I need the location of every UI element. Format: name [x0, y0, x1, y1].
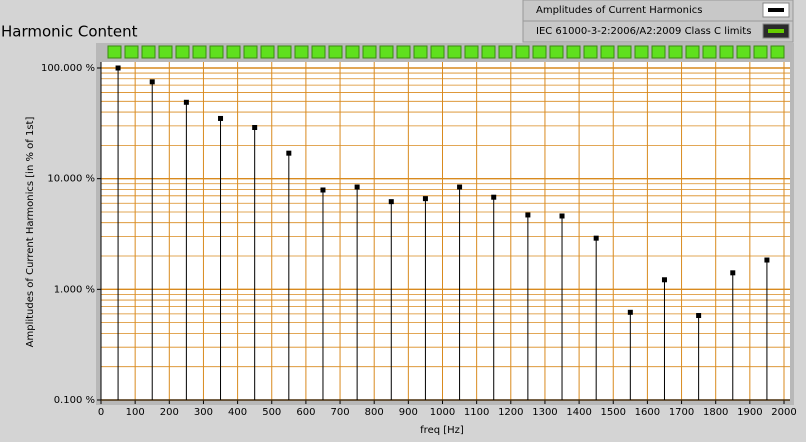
indicator: [770, 45, 785, 59]
y-tick-label: 100.000 %: [41, 63, 95, 74]
marker: [559, 213, 565, 219]
indicator: [532, 45, 547, 59]
x-tick-label: 1400: [566, 407, 591, 418]
x-tick-label: 1300: [532, 407, 557, 418]
indicator: [396, 45, 411, 59]
x-tick-label: 1600: [635, 407, 660, 418]
indicator: [617, 45, 632, 59]
indicator: [260, 45, 275, 59]
chart-title: Harmonic Content: [1, 23, 138, 41]
marker: [218, 115, 224, 121]
marker: [354, 184, 360, 190]
indicator: [294, 45, 309, 59]
x-tick-label: 700: [331, 407, 350, 418]
indicator: [736, 45, 751, 59]
marker: [627, 309, 633, 315]
indicator: [583, 45, 598, 59]
x-tick-label: 2000: [771, 407, 796, 418]
indicator: [481, 45, 496, 59]
indicator: [379, 45, 394, 59]
indicator: [447, 45, 462, 59]
indicator: [549, 45, 564, 59]
x-axis-label: freq [Hz]: [420, 425, 464, 436]
plot-area: [101, 62, 790, 400]
indicator: [141, 45, 156, 59]
indicator: [600, 45, 615, 59]
x-tick-label: 1800: [703, 407, 728, 418]
marker: [320, 187, 326, 193]
marker: [661, 277, 667, 283]
indicator: [243, 45, 258, 59]
marker: [286, 150, 292, 156]
indicator: [498, 45, 513, 59]
marker: [388, 199, 394, 205]
marker: [764, 257, 770, 263]
indicator: [175, 45, 190, 59]
indicator: [192, 45, 207, 59]
indicator: [753, 45, 768, 59]
legend-label: IEC 61000-3-2:2006/A2:2009 Class C limit…: [536, 26, 751, 37]
marker: [457, 184, 463, 190]
x-tick-label: 800: [365, 407, 384, 418]
indicator: [668, 45, 683, 59]
indicator: [226, 45, 241, 59]
legend-swatch: [768, 29, 784, 33]
x-tick-label: 1200: [498, 407, 523, 418]
indicator: [413, 45, 428, 59]
indicator: [124, 45, 139, 59]
y-tick-label: 0.100 %: [54, 395, 95, 406]
x-tick-label: 1000: [430, 407, 455, 418]
indicator-row: [107, 45, 785, 59]
x-tick-label: 1100: [464, 407, 489, 418]
marker: [183, 99, 189, 105]
indicator: [107, 45, 122, 59]
indicator: [719, 45, 734, 59]
x-tick-label: 1900: [737, 407, 762, 418]
indicator: [430, 45, 445, 59]
marker: [696, 313, 702, 319]
indicator: [464, 45, 479, 59]
marker: [491, 194, 497, 200]
x-tick-label: 900: [399, 407, 418, 418]
indicator: [515, 45, 530, 59]
indicator: [345, 45, 360, 59]
marker: [593, 235, 599, 241]
indicator: [702, 45, 717, 59]
indicator: [651, 45, 666, 59]
indicator: [634, 45, 649, 59]
y-axis-label: Amplitudes of Current Harmonics [in % of…: [25, 117, 36, 348]
marker: [149, 79, 155, 85]
marker: [422, 196, 428, 202]
indicator: [209, 45, 224, 59]
y-tick-label: 1.000 %: [54, 284, 95, 295]
indicator: [362, 45, 377, 59]
x-tick-label: 600: [296, 407, 315, 418]
x-tick-label: 1500: [601, 407, 626, 418]
indicator: [277, 45, 292, 59]
indicator: [566, 45, 581, 59]
x-tick-label: 300: [194, 407, 213, 418]
indicator: [685, 45, 700, 59]
marker: [252, 124, 258, 130]
y-tick-label: 10.000 %: [47, 174, 95, 185]
marker: [730, 270, 736, 276]
marker: [525, 212, 531, 218]
marker: [115, 65, 121, 71]
x-tick-label: 100: [126, 407, 145, 418]
indicator: [311, 45, 326, 59]
legend-label: Amplitudes of Current Harmonics: [536, 5, 702, 16]
x-tick-label: 400: [228, 407, 247, 418]
indicator: [158, 45, 173, 59]
indicator: [328, 45, 343, 59]
x-tick-label: 1700: [669, 407, 694, 418]
legend-swatch: [768, 8, 784, 12]
x-tick-label: 0: [98, 407, 104, 418]
x-tick-label: 200: [160, 407, 179, 418]
x-tick-label: 500: [262, 407, 281, 418]
